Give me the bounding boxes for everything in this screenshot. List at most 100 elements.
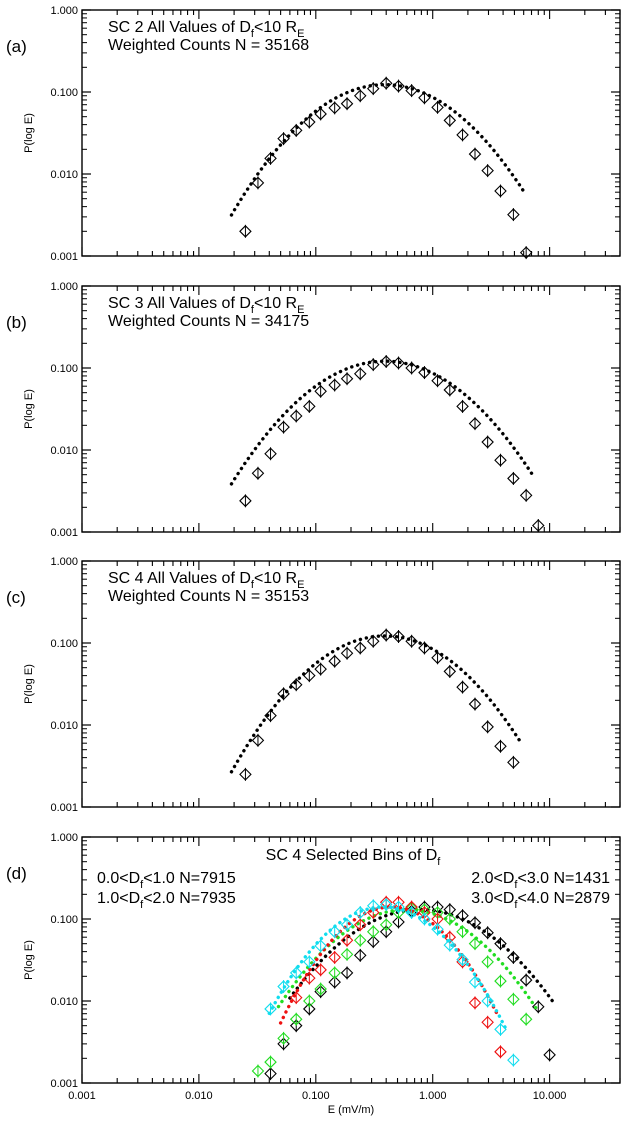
data-point bbox=[303, 955, 316, 969]
fit-curve bbox=[229, 634, 524, 774]
data-point bbox=[405, 84, 418, 97]
data-point bbox=[519, 1012, 533, 1026]
x-tick-label: 0.010 bbox=[185, 1090, 213, 1102]
y-tick-label: 0.100 bbox=[50, 914, 78, 926]
data-point bbox=[303, 669, 316, 682]
data-point bbox=[251, 176, 265, 190]
data-point bbox=[431, 651, 444, 665]
data-point bbox=[264, 1002, 277, 1016]
data-point bbox=[353, 906, 367, 919]
data-point bbox=[277, 132, 290, 145]
data-point bbox=[314, 662, 327, 676]
x-tick-label: 1.000 bbox=[419, 1090, 447, 1102]
y-tick-label: 1.000 bbox=[50, 832, 78, 844]
data-point bbox=[353, 934, 367, 947]
data-point bbox=[366, 634, 380, 648]
y-tick-label: 0.010 bbox=[50, 169, 78, 181]
panel-letter: (c) bbox=[6, 588, 26, 607]
panel-c: 0.001 0.010 0.100 1.000 P(log E) (c) SC 4 All … bbox=[6, 556, 621, 814]
y-axis-label: P(log E) bbox=[23, 389, 35, 429]
data-point bbox=[494, 184, 507, 198]
y-tick-label: 0.001 bbox=[50, 251, 78, 263]
panel-letter: (a) bbox=[6, 37, 27, 56]
data-point bbox=[456, 400, 469, 413]
data-point bbox=[289, 966, 303, 980]
panel-d: 0.001 0.010 0.100 1.000 P(log E) (d) SC 4 Sele… bbox=[6, 832, 621, 1090]
data-point bbox=[481, 1016, 494, 1029]
data-point bbox=[392, 630, 405, 643]
data-point bbox=[418, 91, 431, 105]
data-point bbox=[289, 678, 303, 691]
data-point bbox=[431, 922, 444, 936]
data-point bbox=[379, 898, 393, 911]
y-tick-label: 0.001 bbox=[50, 527, 78, 539]
data-point bbox=[468, 937, 482, 950]
data-point bbox=[456, 955, 469, 969]
data-point bbox=[314, 982, 327, 996]
data-point bbox=[392, 895, 405, 909]
y-axis-label: P(log E) bbox=[23, 664, 35, 704]
data-point bbox=[507, 756, 520, 769]
data-point bbox=[418, 641, 431, 655]
y-tick-label: 1.000 bbox=[50, 5, 78, 17]
data-point bbox=[379, 918, 393, 932]
data-point bbox=[289, 1019, 303, 1032]
data-point bbox=[289, 124, 303, 137]
data-point bbox=[353, 918, 367, 932]
panel-title: SC 2 All Values of Df<10 RE bbox=[108, 19, 304, 40]
y-tick-label: 0.010 bbox=[50, 445, 78, 457]
data-point bbox=[392, 356, 405, 370]
data-point bbox=[405, 900, 418, 914]
data-point bbox=[328, 654, 341, 668]
data-point bbox=[314, 385, 327, 398]
legend-entry: 1.0<Df<2.0 N=7935 bbox=[97, 890, 236, 911]
data-point bbox=[379, 628, 393, 642]
data-point bbox=[289, 1012, 303, 1026]
data-point bbox=[494, 974, 507, 988]
data-point bbox=[456, 953, 469, 966]
data-point bbox=[418, 903, 431, 916]
data-point bbox=[468, 916, 482, 930]
data-point bbox=[340, 372, 354, 386]
data-point bbox=[418, 912, 431, 926]
y-tick-label: 1.000 bbox=[50, 281, 78, 293]
data-point bbox=[277, 1037, 290, 1051]
x-tick-label: 0.001 bbox=[68, 1090, 96, 1102]
data-point bbox=[507, 951, 520, 964]
data-point bbox=[443, 912, 457, 926]
data-point bbox=[340, 948, 354, 961]
data-point bbox=[418, 906, 431, 919]
data-point bbox=[431, 101, 444, 114]
y-tick-label: 0.100 bbox=[50, 638, 78, 650]
y-axis-label: P(log E) bbox=[23, 113, 35, 153]
data-point bbox=[366, 899, 380, 913]
data-point bbox=[328, 925, 341, 938]
data-point bbox=[264, 447, 277, 461]
data-point bbox=[519, 246, 533, 259]
data-point bbox=[366, 82, 380, 95]
panel-title: SC 4 All Values of Df<10 RE bbox=[108, 570, 304, 591]
data-point bbox=[264, 709, 277, 722]
data-point bbox=[481, 994, 494, 1008]
data-point bbox=[303, 994, 316, 1008]
data-point bbox=[443, 938, 457, 952]
data-point bbox=[494, 740, 507, 753]
data-point bbox=[405, 361, 418, 375]
data-point bbox=[456, 909, 469, 922]
y-axis-label: P(log E) bbox=[23, 940, 35, 980]
fit-curve bbox=[276, 908, 540, 1014]
data-point bbox=[328, 378, 341, 392]
data-point bbox=[328, 101, 341, 115]
y-tick-label: 1.000 bbox=[50, 556, 78, 568]
data-point bbox=[289, 409, 303, 423]
data-point bbox=[314, 985, 327, 998]
data-point bbox=[507, 208, 520, 221]
data-point bbox=[353, 949, 367, 962]
data-point bbox=[418, 366, 431, 379]
data-point bbox=[481, 435, 494, 449]
data-point bbox=[532, 1000, 545, 1014]
data-point bbox=[340, 646, 354, 660]
shared-x-axis: 0.001 0.010 0.100 1.000 10.000 E (mV/m) bbox=[68, 1090, 566, 1116]
y-tick-label: 0.010 bbox=[50, 720, 78, 732]
data-point bbox=[443, 903, 457, 916]
